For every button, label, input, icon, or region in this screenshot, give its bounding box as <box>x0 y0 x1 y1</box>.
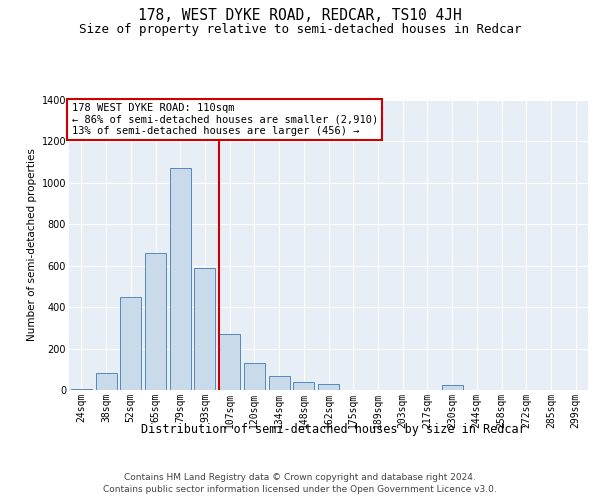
Y-axis label: Number of semi-detached properties: Number of semi-detached properties <box>28 148 37 342</box>
Bar <box>170 168 191 390</box>
Bar <box>194 268 215 390</box>
Bar <box>442 385 463 390</box>
Text: 178 WEST DYKE ROAD: 110sqm
← 86% of semi-detached houses are smaller (2,910)
13%: 178 WEST DYKE ROAD: 110sqm ← 86% of semi… <box>71 103 378 136</box>
Bar <box>120 297 141 390</box>
Bar <box>318 384 339 390</box>
Bar <box>71 389 92 390</box>
Bar <box>145 254 166 390</box>
Text: Contains HM Land Registry data © Crown copyright and database right 2024.: Contains HM Land Registry data © Crown c… <box>124 472 476 482</box>
Bar <box>95 374 116 390</box>
Text: Distribution of semi-detached houses by size in Redcar: Distribution of semi-detached houses by … <box>140 422 526 436</box>
Text: 178, WEST DYKE ROAD, REDCAR, TS10 4JH: 178, WEST DYKE ROAD, REDCAR, TS10 4JH <box>138 8 462 22</box>
Text: Size of property relative to semi-detached houses in Redcar: Size of property relative to semi-detach… <box>79 22 521 36</box>
Bar <box>219 334 240 390</box>
Bar <box>244 363 265 390</box>
Bar <box>293 382 314 390</box>
Bar <box>269 376 290 390</box>
Text: Contains public sector information licensed under the Open Government Licence v3: Contains public sector information licen… <box>103 485 497 494</box>
